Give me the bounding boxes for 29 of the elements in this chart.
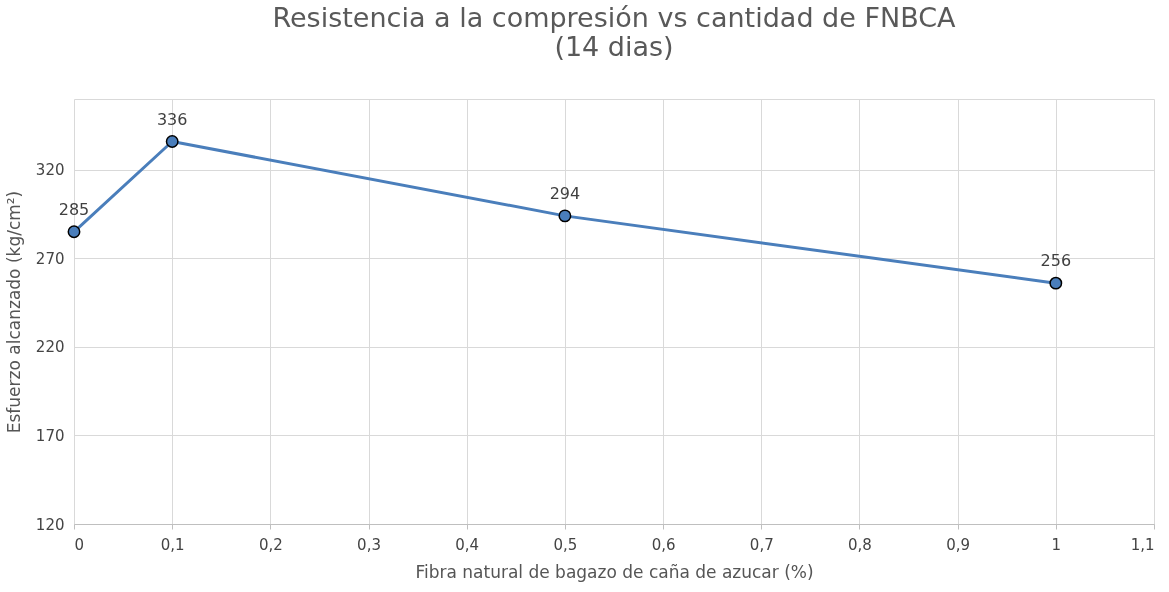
point [1049,276,1063,290]
x-tick-label: 1,1 [1130,535,1155,554]
y-tick-label: 320 [35,161,65,180]
x-tick-label: 0,2 [258,535,283,554]
data-label: 256 [1040,251,1072,271]
x-tick-label: 0,8 [848,535,872,554]
data-label: 294 [549,183,581,203]
x-tick-label: 0,7 [749,535,774,554]
y-tick-label: 220 [35,338,65,357]
x-tick-label: 1 [1051,535,1062,554]
y-tick-label: 170 [35,426,65,445]
point [165,135,179,148]
x-tick-label: 0,4 [455,535,480,554]
x-axis-title: Fibra natural de bagazo de caña de azucar (%) [415,561,814,582]
y-axis-title: Esfuerzo alcanzado (kg/cm²) [3,190,24,434]
x-tick-label: 0,3 [357,535,381,554]
x-tick-label: 0 [74,535,85,554]
y-tick-label: 270 [35,249,65,268]
point [558,209,572,223]
chart-subtitle: (14 dias) [554,31,674,62]
x-tick-label: 0,1 [160,535,185,554]
x-tick-label: 0,6 [651,535,676,554]
x-tick-label: 0,9 [946,535,971,554]
point [67,225,81,239]
data-label: 336 [156,109,188,129]
x-tick-label: 0,5 [553,535,578,554]
data-label: 285 [58,199,90,219]
y-tick-label: 120 [35,515,65,534]
chart-title: Resistencia a la compresión vs cantidad de FNBCA [272,2,957,33]
